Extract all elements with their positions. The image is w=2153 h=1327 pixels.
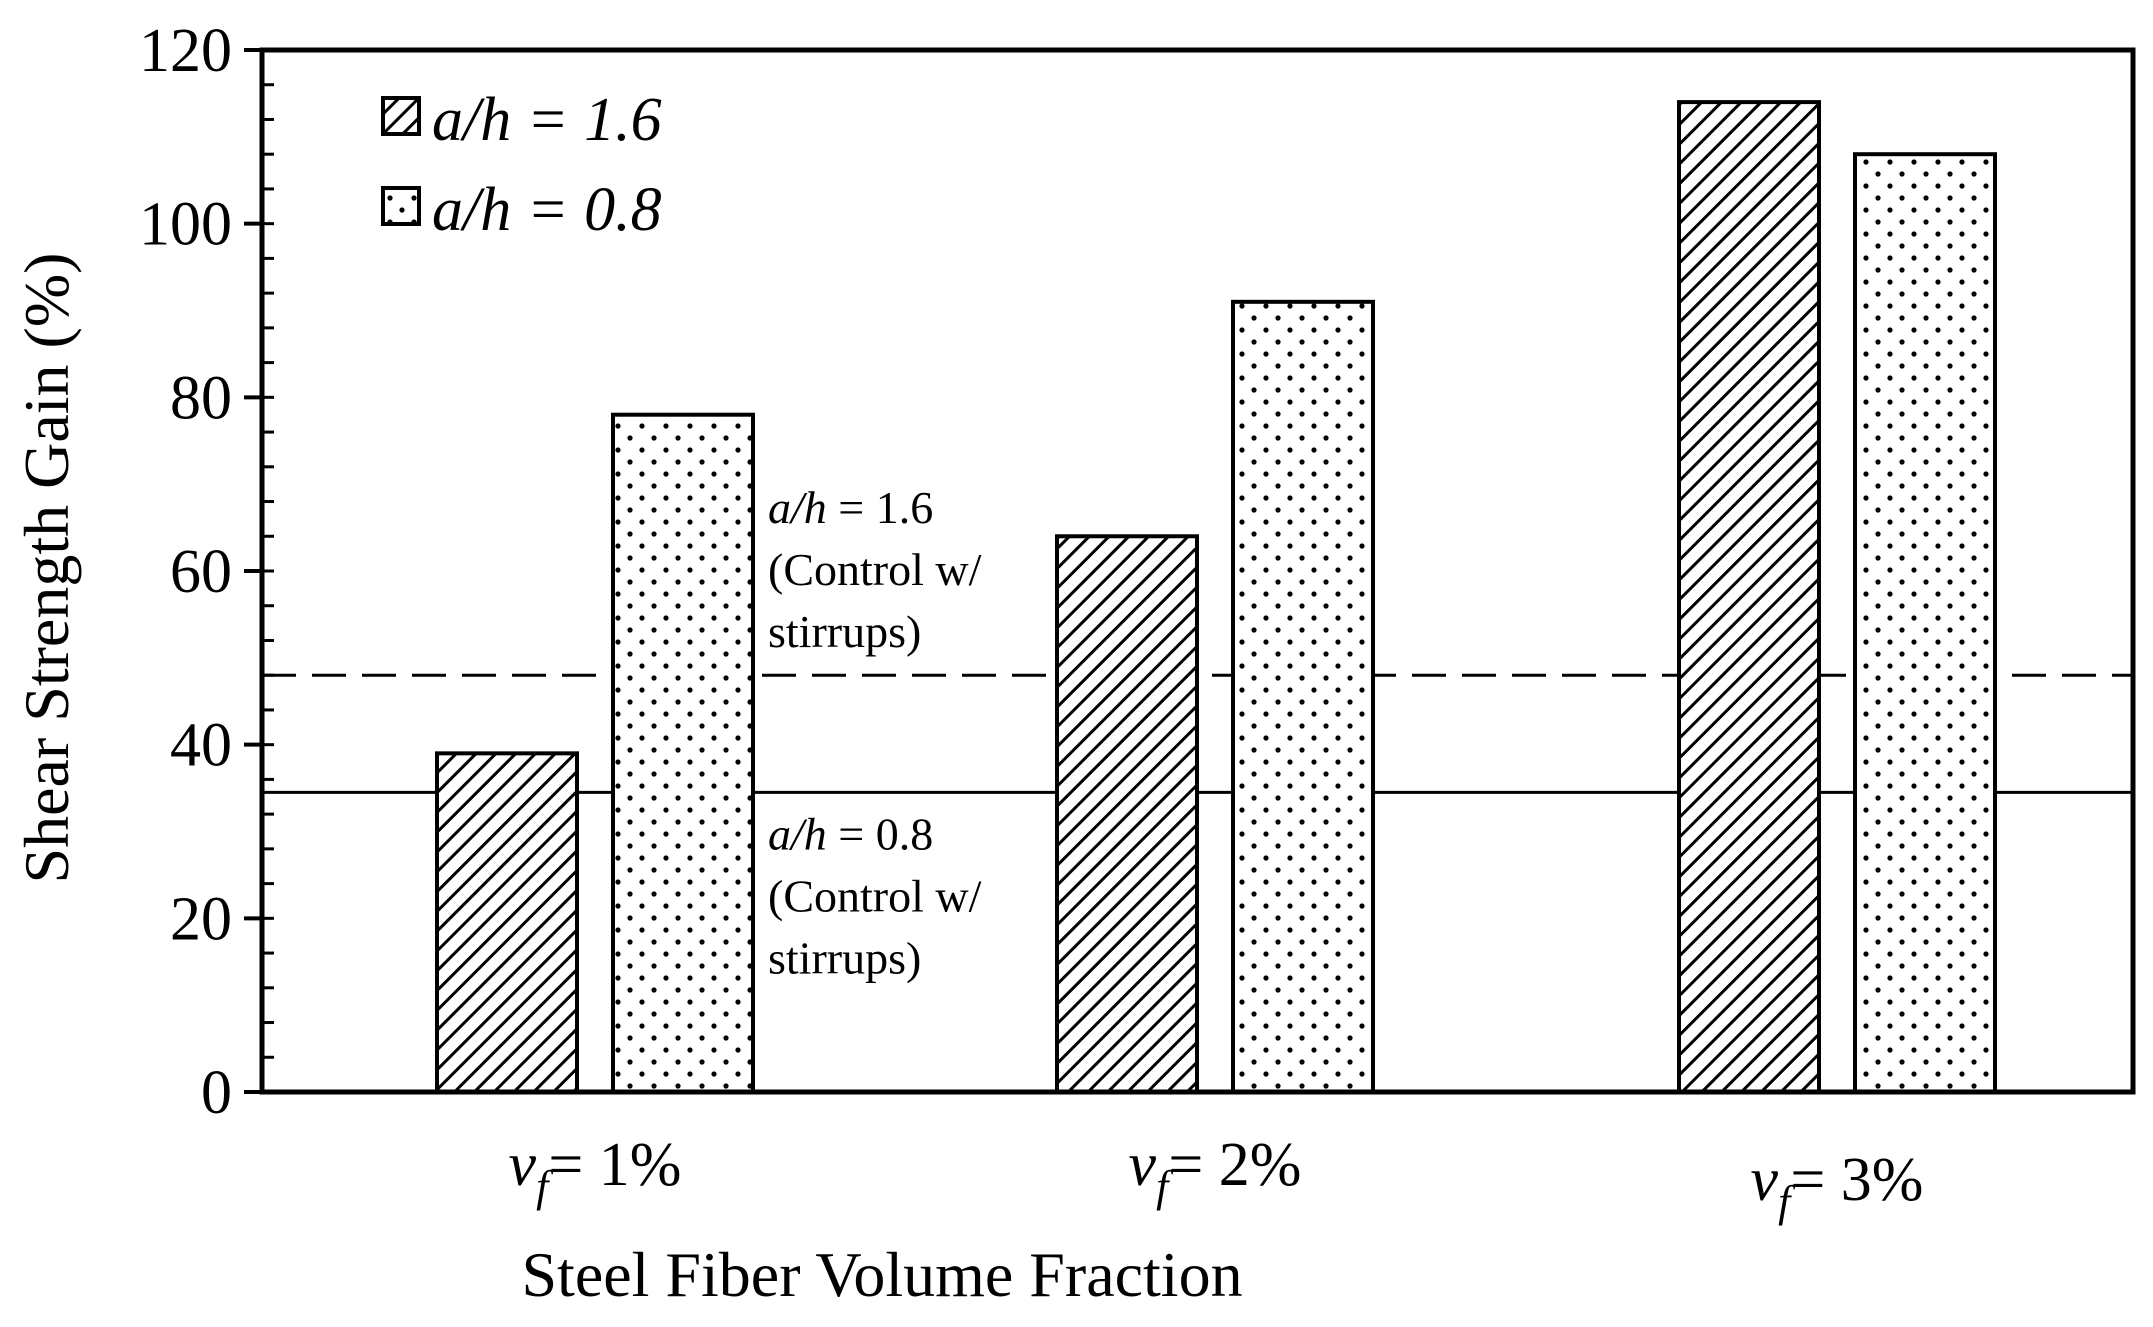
x-category-label: vf= 2% — [1129, 1131, 1302, 1211]
bar-series2 — [1231, 299, 1375, 1095]
y-tick-label: 40 — [170, 712, 232, 780]
legend-swatch — [381, 96, 421, 136]
reference-label: a/h = 1.6 — [768, 482, 933, 533]
y-tick-label: 0 — [201, 1059, 232, 1127]
bar-series1 — [435, 751, 579, 1094]
y-tick-label: 60 — [170, 538, 232, 606]
reference-label: a/h = 0.8 — [768, 808, 933, 859]
bar-series1 — [1055, 534, 1199, 1094]
y-tick-label: 100 — [139, 191, 232, 259]
x-category-var: v — [1751, 1146, 1779, 1214]
x-category-value: = 3% — [1790, 1146, 1923, 1214]
bar-series2 — [1853, 152, 1997, 1094]
x-category-value: = 2% — [1168, 1131, 1301, 1199]
reference-label-line3: stirrups) — [768, 606, 921, 657]
x-axis-title: Steel Fiber Volume Fraction — [521, 1239, 1242, 1310]
x-category-value: = 1% — [548, 1131, 681, 1199]
reference-label-value: = 0.8 — [827, 808, 933, 859]
x-category-label: vf= 3% — [1751, 1146, 1924, 1226]
bars — [435, 100, 1997, 1095]
bar-series1 — [1677, 100, 1821, 1095]
bar-series2 — [611, 412, 755, 1094]
reference-label-line2: (Control w/ — [768, 870, 982, 921]
x-category-label: vf= 1% — [509, 1131, 682, 1211]
plot-frame — [259, 47, 2136, 1095]
y-axis-title: Shear Strength Gain (%) — [11, 253, 82, 884]
legend-label: a/h = 1.6 — [432, 86, 662, 154]
legend-label: a/h = 0.8 — [432, 176, 662, 244]
legend: a/h = 1.6 a/h = 0.8 — [381, 86, 662, 244]
reference-label-var: a/h — [768, 482, 827, 533]
reference-label-line3: stirrups) — [768, 932, 921, 983]
reference-label-value: = 1.6 — [827, 482, 933, 533]
reference-label-var: a/h — [768, 808, 827, 859]
y-axis: 0 20 40 60 80 100 120 — [139, 17, 274, 1127]
x-category-var: v — [509, 1131, 537, 1199]
reference-lines: a/h = 1.6 (Control w/stirrups) a/h = 0.8 (C… — [262, 482, 2133, 983]
y-tick-label: 20 — [170, 885, 232, 953]
legend-swatch — [381, 186, 421, 226]
x-category-var: v — [1129, 1131, 1157, 1199]
reference-label-line2: (Control w/ — [768, 544, 982, 595]
y-tick-label: 80 — [170, 364, 232, 432]
x-axis-categories: vf= 1% vf= 2% vf= 3% — [509, 1131, 1924, 1226]
y-tick-label: 120 — [139, 17, 232, 85]
